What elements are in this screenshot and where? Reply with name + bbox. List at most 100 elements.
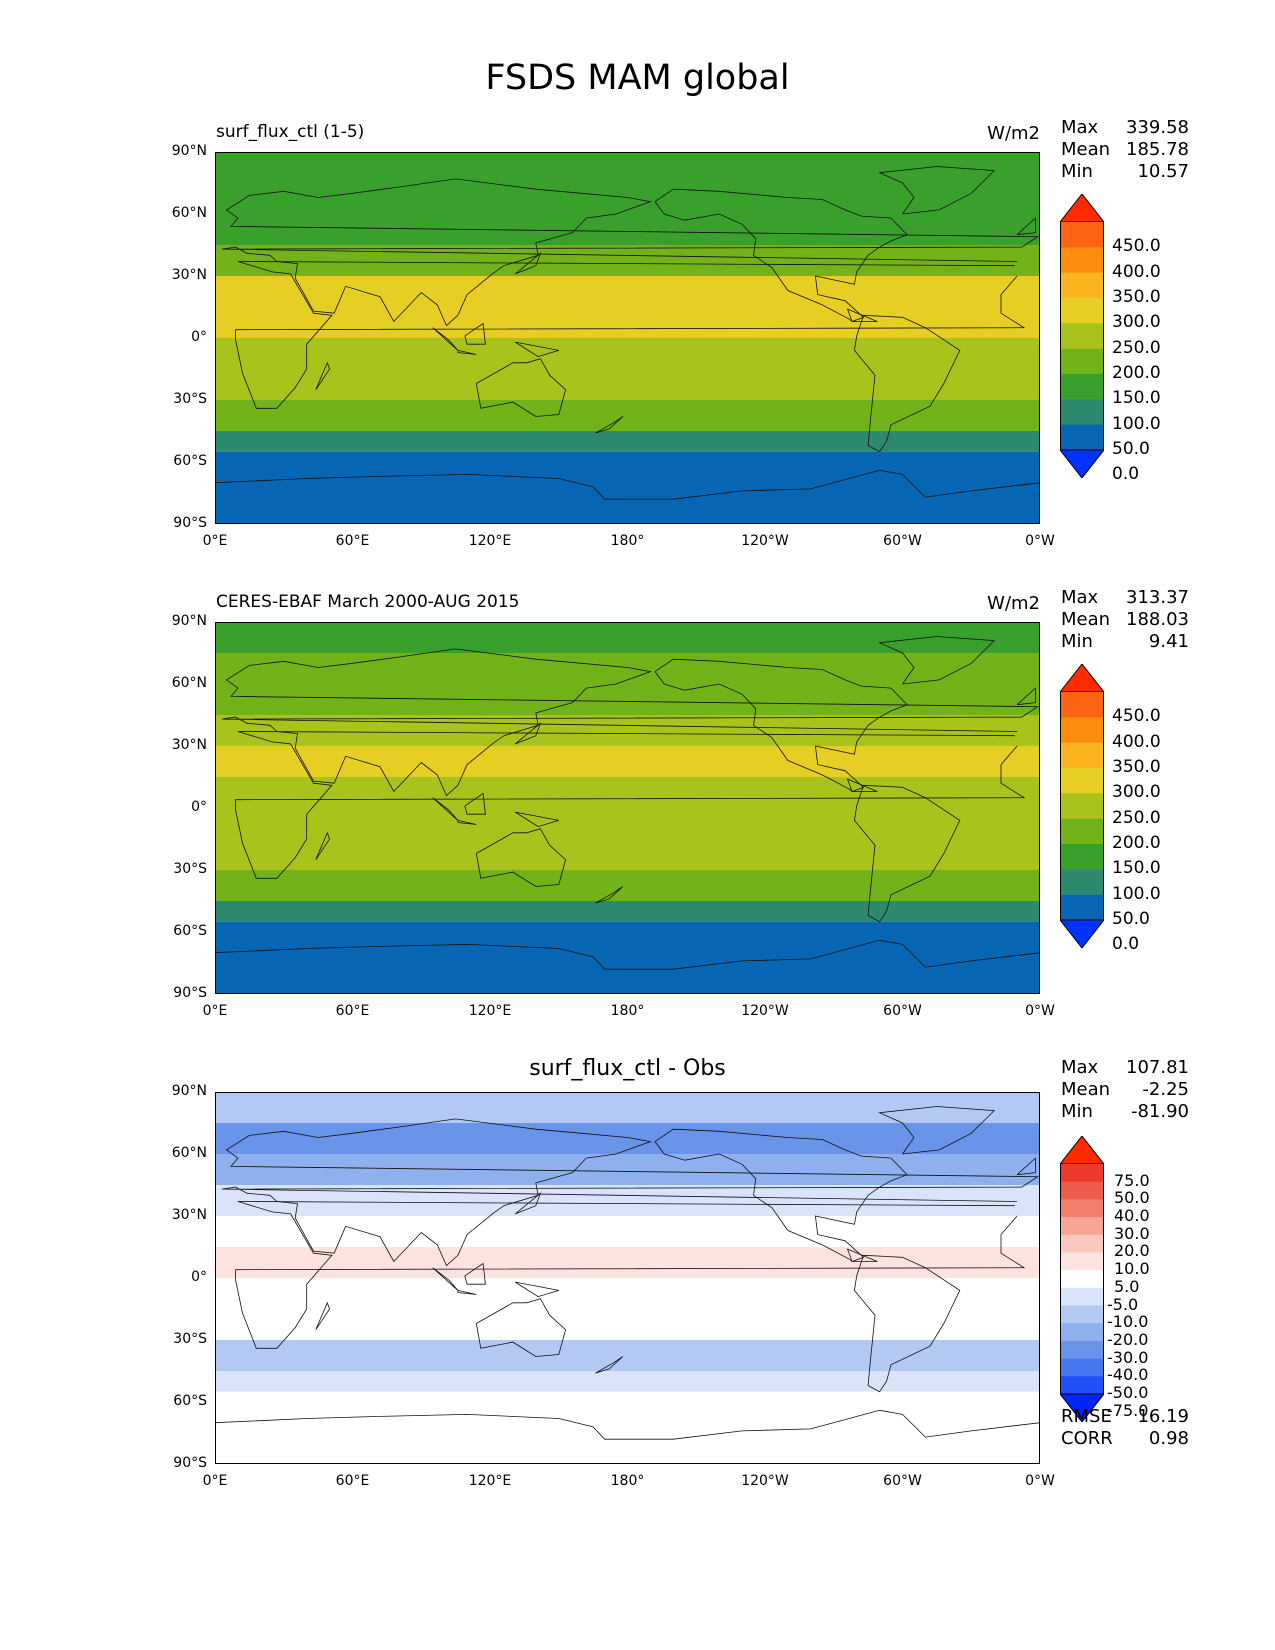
colorbar-extend-min [1060,449,1104,478]
colorbar-tick-label: 350.0 [1112,757,1161,777]
colorbar-tick-label: 250.0 [1112,807,1161,828]
lat-tick-label: 30°S [173,1331,207,1347]
panel-model: surf_flux_ctl (1-5) W/m2 90°N 60°N 30°N 0° 3… [0,117,1275,622]
coastline [595,886,624,904]
lat-tick-label: 0° [191,329,207,345]
colorbar-segment [1060,768,1104,794]
colorbar-tick-label: 10.0 [1114,1259,1150,1279]
colorbar-tick-label: 40.0 [1114,1206,1150,1226]
lat-tick-label: 90°S [173,1455,207,1471]
coastline [595,1356,624,1374]
field-band [215,1216,1040,1247]
stat-row: Min 10.57 [1061,161,1189,183]
field-band [215,1123,1040,1154]
lon-tick-label: 0°E [202,1473,228,1489]
colorbar-tick-label: 50.0 [1112,439,1150,459]
lat-tick-label: 90°N [171,1083,207,1099]
panel-obs: CERES-EBAF March 2000-AUG 2015 W/m2 90°N… [0,587,1275,1092]
coastline [595,416,624,434]
coastline [878,166,996,215]
colorbar-tick-label: 450.0 [1112,236,1161,257]
coastline [514,722,542,745]
field-band [215,684,1040,715]
stat-name: Mean [1061,139,1111,160]
lat-tick-label: 60°S [173,453,207,469]
field-band [215,451,1040,524]
field-band [215,921,1040,994]
stat-value: 16.19 [1137,1406,1189,1427]
field-band [215,307,1040,338]
map-frame [215,152,1040,524]
colorbar-segment [1060,1164,1104,1183]
colorbar-segment [1060,1305,1104,1324]
stat-value: -81.90 [1130,1101,1189,1122]
page-title: FSDS MAM global [485,58,790,98]
colorbar-segment [1060,1234,1104,1253]
field-band [215,1092,1040,1123]
field-band [215,431,1040,452]
stat-row: RMSE 16.19 [1061,1406,1189,1428]
lon-tick-label: 60°E [335,1003,370,1019]
field-band [215,777,1040,808]
stat-name: Mean [1061,609,1111,630]
colorbar-segment [1060,374,1104,400]
colorbar-tick-label: 400.0 [1112,261,1161,282]
units-label: W/m2 [987,123,1040,144]
lat-tick-label: 90°S [173,985,207,1001]
colorbar-segment [1060,272,1104,299]
field-band [215,839,1040,870]
coastline [514,341,559,358]
colorbar-tick-label: 0.0 [1112,934,1140,955]
colorbar-segment [1060,742,1104,769]
lon-tick-label: 180° [610,1003,645,1019]
colorbar-segment [1060,717,1104,744]
map-obs [214,622,1041,994]
colorbar-tick-label: -30.0 [1107,1347,1149,1367]
field-band [215,901,1040,922]
lat-tick-label: 30°N [171,1207,207,1223]
lon-tick-label: 60°W [883,1003,922,1019]
field-band [215,1371,1040,1392]
stats-box: Max 107.81 Mean -2.25 Min -81.90 [1061,1057,1189,1123]
coastline [654,1128,908,1262]
lon-tick-label: 0°W [1025,1473,1055,1489]
coastline [846,778,878,792]
field-band [215,1309,1040,1340]
stat-value: 185.78 [1126,139,1189,160]
lat-tick-label: 60°S [173,1393,207,1409]
coastline [846,1248,878,1262]
stat-row: Max 107.81 [1061,1057,1189,1079]
stat-value: 313.37 [1126,587,1189,608]
panel-subtitle: CERES-EBAF March 2000-AUG 2015 [216,592,520,612]
field-band [215,653,1040,684]
colorbar-tick-label: -20.0 [1107,1329,1149,1349]
field-band [215,214,1040,245]
coastline [1016,687,1036,706]
stat-row: Max 339.58 [1061,117,1189,139]
stat-name: Min [1061,161,1093,182]
coastline [514,811,559,828]
colorbar-tick-label: -75.0 [1107,1400,1149,1420]
colorbar-tick-label: 5.0 [1114,1276,1140,1296]
stat-name: CORR [1061,1428,1113,1449]
colorbar-svg [1060,1136,1104,1422]
colorbar-segment [1060,399,1104,426]
stat-name: Mean [1061,1079,1111,1100]
coastline [432,1267,459,1291]
colorbar-tick-label: -40.0 [1107,1365,1149,1385]
field-band [215,338,1040,369]
coastline [475,1298,567,1357]
field-band [215,1247,1040,1278]
coastline [457,350,477,355]
lon-tick-label: 120°E [468,533,512,549]
field-band [215,276,1040,307]
colorbar-segment [1060,1181,1104,1200]
stat-value: -2.25 [1142,1079,1189,1100]
coastline [654,658,908,792]
lat-tick-label: 60°S [173,923,207,939]
coastline [853,784,961,923]
coastline [432,797,459,821]
stat-value: 188.03 [1126,609,1189,630]
field-band [215,400,1040,431]
field-band [215,245,1040,276]
